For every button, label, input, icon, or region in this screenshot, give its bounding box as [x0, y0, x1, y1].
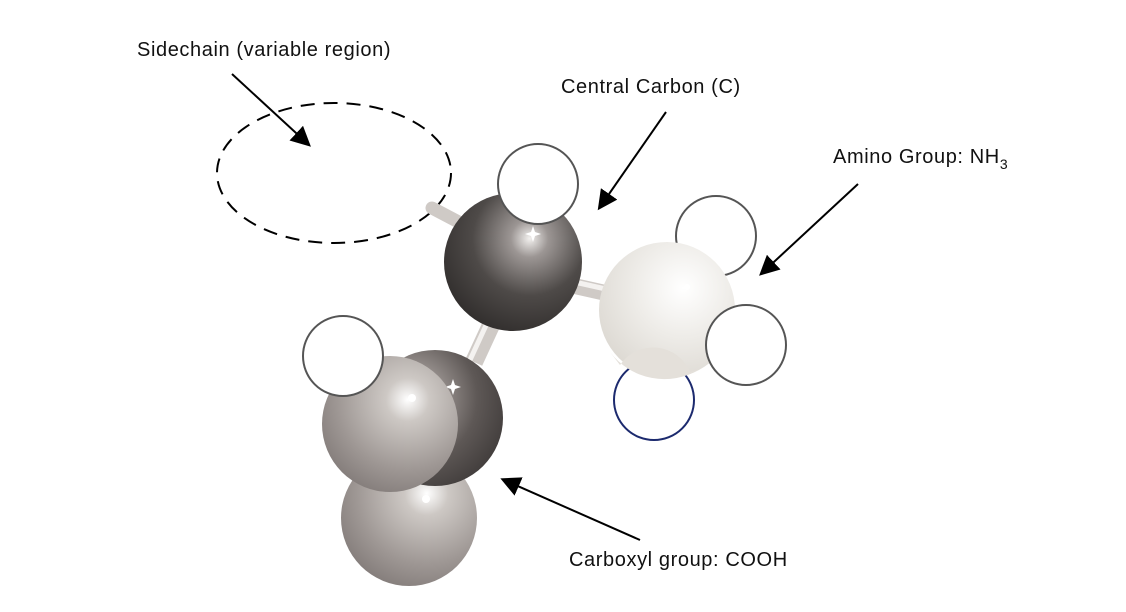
- carboxyl-group-label: Carboxyl group: COOH: [569, 549, 788, 571]
- hydrogen-atom-amino-right: [705, 304, 787, 386]
- nitrogen-highlight: [684, 284, 690, 290]
- sidechain-label: Sidechain (variable region): [137, 39, 391, 61]
- amino-group-label-text: Amino Group: NH: [833, 146, 1000, 168]
- sparkle-icon: [525, 226, 541, 242]
- sidechain-arrow: [231, 73, 311, 147]
- central-carbon-label: Central Carbon (C): [561, 76, 741, 98]
- hydrogen-atom-central: [497, 143, 579, 225]
- leader-arrows: [231, 73, 859, 541]
- amino-group-label-subscript: 3: [1000, 156, 1008, 172]
- amino-group-arrow: [759, 183, 859, 276]
- amino-group-label: Amino Group: NH3: [833, 146, 1008, 172]
- sparkle-icon: [445, 379, 461, 395]
- oxygen-highlight-upper: [408, 394, 416, 402]
- sidechain-region-outline: [216, 102, 452, 244]
- carboxyl-group-arrow: [500, 477, 641, 541]
- central-carbon-arrow: [597, 111, 667, 211]
- central-carbon-atom: [444, 193, 582, 331]
- oxygen-highlight-lower: [422, 495, 430, 503]
- hydrogen-atom-carboxyl: [302, 315, 384, 397]
- nitrogen-atom: [599, 242, 735, 378]
- nitrogen-front-cap: [610, 347, 700, 380]
